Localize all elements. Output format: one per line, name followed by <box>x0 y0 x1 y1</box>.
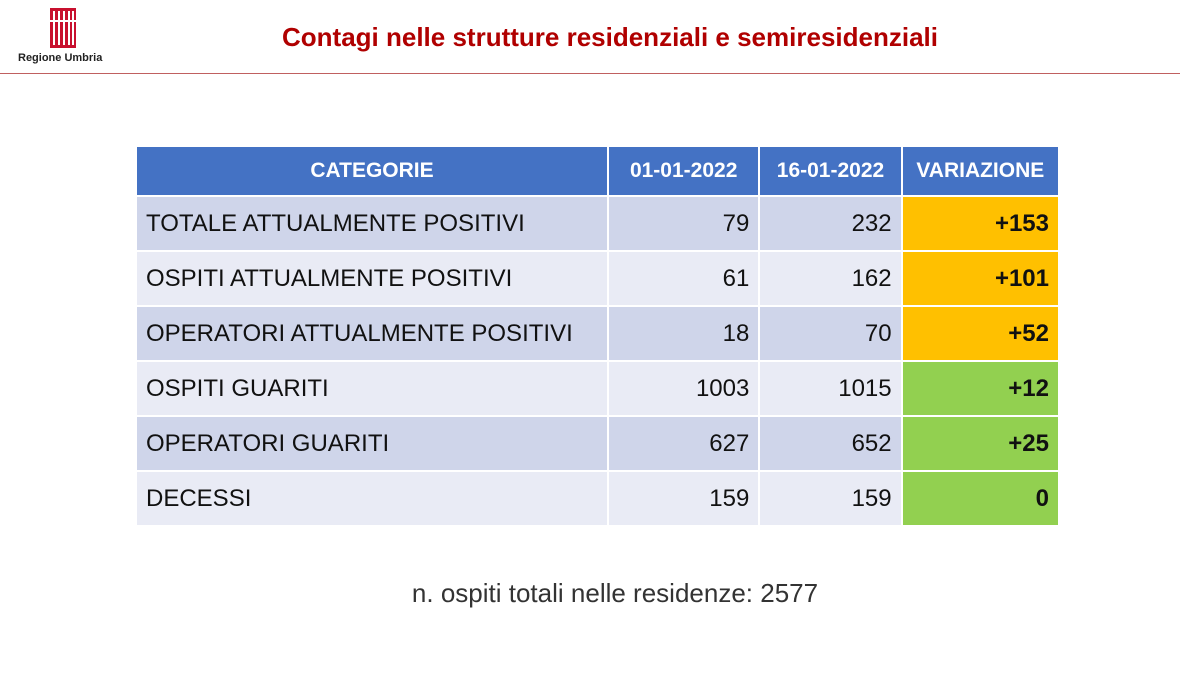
table-row: OPERATORI GUARITI 627 652 +25 <box>134 415 1061 472</box>
variation-cell: +153 <box>900 195 1061 252</box>
regione-umbria-logo: Regione Umbria <box>18 8 128 68</box>
value-cell-date-2: 159 <box>758 470 903 527</box>
logo-text: Regione Umbria <box>18 52 103 64</box>
category-cell: TOTALE ATTUALMENTE POSITIVI <box>134 195 610 252</box>
value-cell-date-1: 159 <box>607 470 761 527</box>
column-header-variazione: VARIAZIONE <box>900 145 1061 197</box>
value-cell-date-2: 70 <box>758 305 903 362</box>
value-cell-date-1: 627 <box>607 415 761 472</box>
category-cell: OSPITI ATTUALMENTE POSITIVI <box>134 250 610 307</box>
table-row: TOTALE ATTUALMENTE POSITIVI 79 232 +153 <box>134 195 1061 252</box>
value-cell-date-1: 61 <box>607 250 761 307</box>
table-header-row: CATEGORIE 01-01-2022 16-01-2022 VARIAZIO… <box>134 145 1061 197</box>
column-header-categorie: CATEGORIE <box>134 145 610 197</box>
table-row: DECESSI 159 159 0 <box>134 470 1061 527</box>
header-divider <box>0 73 1180 74</box>
column-header-date-2: 16-01-2022 <box>758 145 903 197</box>
category-cell: OPERATORI ATTUALMENTE POSITIVI <box>134 305 610 362</box>
category-cell: OPERATORI GUARITI <box>134 415 610 472</box>
variation-cell: +25 <box>900 415 1061 472</box>
category-cell: DECESSI <box>134 470 610 527</box>
value-cell-date-2: 232 <box>758 195 903 252</box>
variation-cell: +52 <box>900 305 1061 362</box>
variation-cell: +12 <box>900 360 1061 417</box>
column-header-date-1: 01-01-2022 <box>607 145 761 197</box>
total-guests-note: n. ospiti totali nelle residenze: 2577 <box>411 578 819 608</box>
value-cell-date-2: 1015 <box>758 360 903 417</box>
table-row: OSPITI ATTUALMENTE POSITIVI 61 162 +101 <box>134 250 1061 307</box>
value-cell-date-1: 1003 <box>607 360 761 417</box>
table-row: OPERATORI ATTUALMENTE POSITIVI 18 70 +52 <box>134 305 1061 362</box>
value-cell-date-1: 18 <box>607 305 761 362</box>
value-cell-date-1: 79 <box>607 195 761 252</box>
regione-umbria-emblem-icon <box>50 8 76 48</box>
value-cell-date-2: 652 <box>758 415 903 472</box>
contagion-table: CATEGORIE 01-01-2022 16-01-2022 VARIAZIO… <box>134 145 1061 527</box>
value-cell-date-2: 162 <box>758 250 903 307</box>
category-cell: OSPITI GUARITI <box>134 360 610 417</box>
variation-cell: 0 <box>900 470 1061 527</box>
table-row: OSPITI GUARITI 1003 1015 +12 <box>134 360 1061 417</box>
page-title: Contagi nelle strutture residenziali e s… <box>282 22 938 52</box>
variation-cell: +101 <box>900 250 1061 307</box>
